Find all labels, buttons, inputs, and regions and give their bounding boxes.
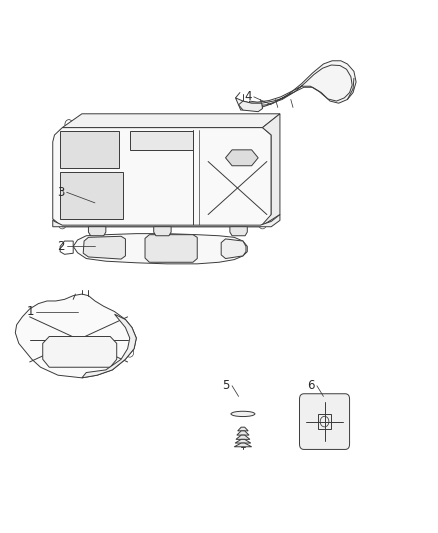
- Polygon shape: [237, 431, 249, 435]
- Ellipse shape: [232, 165, 262, 209]
- FancyBboxPatch shape: [131, 200, 190, 223]
- Polygon shape: [236, 435, 250, 439]
- Polygon shape: [230, 227, 247, 236]
- Bar: [143, 201, 158, 215]
- Polygon shape: [221, 239, 246, 259]
- Polygon shape: [60, 131, 119, 168]
- Text: 2: 2: [57, 240, 64, 253]
- Polygon shape: [82, 314, 136, 378]
- Polygon shape: [226, 150, 258, 166]
- Text: 3: 3: [57, 186, 64, 199]
- Polygon shape: [238, 427, 248, 431]
- FancyBboxPatch shape: [127, 139, 193, 208]
- FancyBboxPatch shape: [300, 394, 350, 449]
- Polygon shape: [236, 61, 356, 110]
- Text: 6: 6: [307, 379, 315, 392]
- Polygon shape: [154, 227, 171, 236]
- Polygon shape: [235, 439, 251, 443]
- Polygon shape: [234, 443, 252, 447]
- Ellipse shape: [201, 160, 237, 208]
- Bar: [69, 201, 82, 215]
- Polygon shape: [53, 127, 271, 227]
- Polygon shape: [53, 215, 280, 227]
- Bar: [69, 145, 86, 164]
- Polygon shape: [43, 336, 117, 367]
- Polygon shape: [60, 172, 123, 219]
- Text: 5: 5: [223, 379, 230, 392]
- Polygon shape: [73, 233, 247, 264]
- Polygon shape: [260, 114, 280, 227]
- Polygon shape: [15, 294, 136, 378]
- Text: 4: 4: [244, 90, 252, 103]
- Polygon shape: [130, 131, 193, 150]
- Polygon shape: [239, 101, 262, 112]
- Bar: [318, 414, 331, 429]
- Polygon shape: [62, 114, 280, 127]
- Text: 1: 1: [27, 305, 34, 318]
- Ellipse shape: [231, 411, 255, 417]
- Polygon shape: [83, 236, 125, 259]
- Polygon shape: [145, 235, 197, 262]
- Polygon shape: [88, 227, 106, 236]
